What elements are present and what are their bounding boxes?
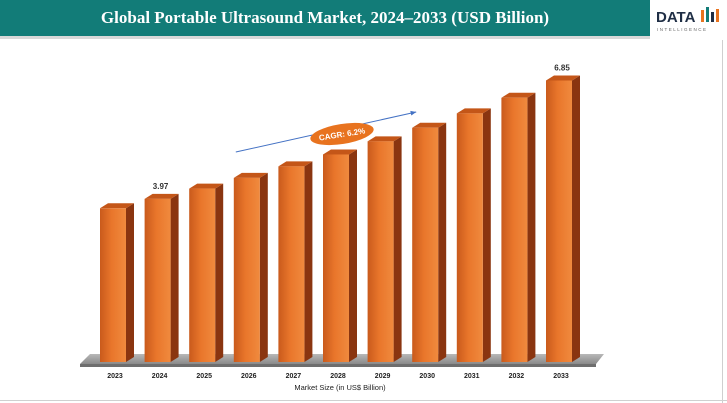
title-banner-stripe — [0, 36, 650, 39]
data-label-2033: 6.85 — [554, 63, 570, 72]
x-tick-label-2031: 2031 — [464, 373, 480, 380]
x-tick-label-2026: 2026 — [241, 373, 257, 380]
logo-bar-2 — [706, 7, 709, 22]
chart-floor-edge — [80, 364, 596, 367]
x-axis-title: Market Size (in US$ Billion) — [294, 383, 386, 392]
bar-2026 — [233, 177, 260, 362]
bar-2033 — [546, 80, 572, 362]
right-divider — [722, 40, 723, 403]
bar-depth-2024 — [170, 193, 179, 362]
bar-top-2025 — [189, 183, 224, 189]
bar-2029 — [367, 141, 394, 362]
bar-depth-2027 — [304, 161, 313, 362]
bar-2030 — [412, 127, 439, 363]
bar-2024 — [144, 198, 171, 362]
bar-top-2030 — [412, 122, 447, 128]
bar-top-2031 — [456, 108, 491, 114]
x-tick-label-2024: 2024 — [152, 373, 168, 380]
bar-2027 — [278, 166, 305, 362]
logo-subtext: INTELLIGENCE — [657, 27, 708, 32]
logo-bar-1 — [701, 10, 704, 22]
bar-top-2027 — [278, 161, 313, 167]
page-title: Global Portable Ultrasound Market, 2024–… — [100, 8, 550, 27]
logo-graphic: DATA INTELLIGENCE — [656, 7, 719, 32]
bar-depth-2025 — [215, 183, 224, 362]
x-tick-label-2032: 2032 — [509, 373, 525, 380]
bottom-divider — [0, 400, 727, 401]
x-tick-label-2023: 2023 — [107, 373, 123, 380]
bar-top-2028 — [323, 149, 357, 155]
cagr-bubble — [310, 122, 374, 146]
bar-depth-2033 — [572, 75, 580, 362]
bar-depth-2029 — [393, 136, 402, 362]
brand-logo: DATA INTELLIGENCE — [650, 0, 727, 40]
bar-depth-2031 — [482, 108, 491, 362]
bar-depth-2028 — [349, 149, 357, 362]
bar-depth-2023 — [126, 203, 134, 362]
bar-2028 — [323, 154, 349, 362]
bar-depth-2030 — [438, 122, 447, 363]
bar-2023 — [100, 208, 126, 362]
x-tick-label-2029: 2029 — [375, 373, 391, 380]
bar-top-2032 — [501, 92, 536, 98]
x-tick-label-2027: 2027 — [286, 373, 302, 380]
bar-top-2029 — [367, 136, 402, 142]
bar-depth-2026 — [259, 172, 268, 362]
bar-top-2024 — [144, 193, 179, 199]
logo-bar-4 — [716, 9, 719, 22]
trend-arrow-head — [410, 110, 417, 116]
x-tick-label-2025: 2025 — [196, 373, 212, 380]
bar-top-2026 — [233, 172, 268, 178]
data-label-2024: 3.97 — [153, 182, 169, 191]
logo-wordmark: DATA — [656, 9, 696, 26]
bar-2025 — [189, 188, 216, 362]
x-tick-label-2028: 2028 — [330, 373, 346, 380]
x-tick-label-2030: 2030 — [419, 373, 435, 380]
bar-2032 — [501, 97, 528, 363]
bar-top-2033 — [546, 75, 580, 81]
title-banner: Global Portable Ultrasound Market, 2024–… — [0, 0, 650, 36]
bar-chart: 2023 2024 2025 2026 2027 2028 2029 2030 2031 2032… — [80, 63, 604, 392]
bar-2031 — [456, 113, 483, 362]
x-tick-label-2033: 2033 — [553, 373, 569, 380]
bar-top-2023 — [100, 203, 134, 209]
logo-bar-3 — [711, 12, 714, 22]
bar-depth-2032 — [527, 92, 536, 363]
